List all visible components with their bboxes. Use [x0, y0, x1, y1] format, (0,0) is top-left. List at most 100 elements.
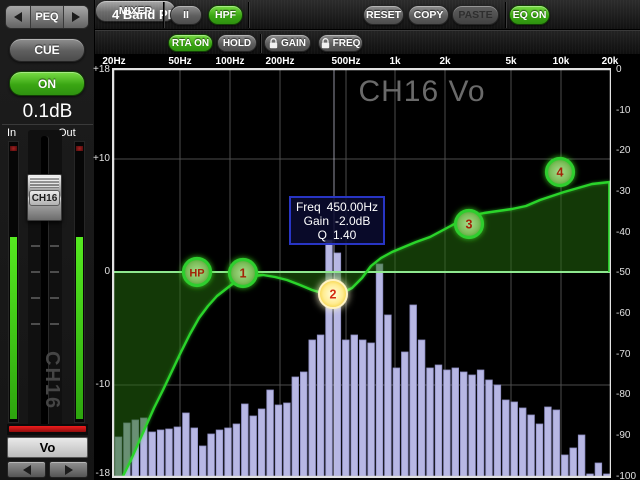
freq-axis-label: 100Hz	[215, 56, 245, 67]
freq-lock-label: FREQ	[332, 37, 361, 49]
band-parameter-popup: Freq 450.00Hz Gain -2.0dB Q 1.40	[289, 196, 385, 245]
fader-tick	[50, 245, 59, 247]
rta-bar	[502, 399, 510, 477]
gain-lock-button[interactable]: GAIN	[264, 34, 311, 52]
eq-band-marker-1[interactable]	[227, 257, 259, 289]
popup-q-row: Q 1.40	[291, 228, 383, 242]
db-right-label: -50	[616, 267, 631, 278]
fader-slot	[41, 136, 48, 426]
db-right-label: -80	[616, 389, 631, 400]
eq-band-marker-label: 1	[240, 267, 247, 281]
channel-next-button[interactable]	[49, 461, 88, 478]
rta-on-button[interactable]: RTA ON	[168, 34, 213, 52]
separator	[505, 2, 507, 28]
eq-band-marker-HP[interactable]	[181, 256, 213, 288]
ii-button[interactable]: II	[170, 5, 202, 25]
rta-bar	[569, 447, 577, 477]
rta-bar	[190, 427, 198, 477]
rta-bar	[468, 374, 476, 477]
fader-cap[interactable]: CH16	[27, 174, 62, 221]
channel-name: Vo	[7, 437, 88, 458]
copy-button[interactable]: COPY	[408, 5, 449, 25]
freq-axis-label: 1k	[389, 56, 401, 67]
rta-bar	[274, 404, 283, 477]
rta-bar	[527, 414, 535, 477]
divider	[2, 124, 93, 125]
rta-bar	[594, 462, 603, 477]
clip-led	[76, 146, 83, 151]
popup-gain-label: Gain	[303, 213, 329, 228]
reset-button[interactable]: RESET	[363, 5, 404, 25]
rta-bar	[434, 364, 443, 477]
freq-lock-button[interactable]: FREQ	[318, 34, 363, 52]
rta-bar	[577, 434, 586, 477]
rta-bar	[283, 402, 291, 477]
rta-bar	[443, 369, 451, 477]
rta-bar	[409, 304, 417, 477]
eq-plot[interactable]: CH16 Vo HP 1 2 3 4	[112, 68, 611, 478]
channel-color-strip	[9, 426, 86, 432]
eq-band-marker-3[interactable]	[453, 208, 485, 240]
peq-nav-label: PEQ	[30, 6, 64, 28]
cue-button[interactable]: CUE	[9, 38, 85, 62]
on-button[interactable]: ON	[9, 71, 85, 96]
clip-led	[10, 146, 17, 151]
freq-axis-label: 200Hz	[265, 56, 295, 67]
rta-bar	[586, 473, 594, 477]
separator	[248, 2, 250, 28]
eq-on-button[interactable]: EQ ON	[509, 5, 550, 25]
rta-bar	[207, 433, 215, 477]
peq-prev-button[interactable]	[6, 6, 30, 28]
db-left-label: -18	[95, 468, 110, 479]
output-meter-level	[76, 237, 83, 419]
fader-track: CH16	[27, 130, 62, 432]
meter-in-label: In	[7, 127, 17, 139]
fader-tick	[31, 323, 40, 325]
db-left-label: 0	[104, 266, 110, 277]
hpf-button[interactable]: HPF	[208, 5, 243, 25]
right-arrow-icon	[64, 464, 73, 475]
rta-bar	[224, 427, 232, 477]
freq-axis-label: 20k	[601, 56, 619, 67]
rta-bar	[266, 389, 274, 477]
hold-button[interactable]: HOLD	[217, 34, 257, 52]
db-right-label: -100	[616, 471, 637, 480]
popup-freq-label: Freq	[295, 199, 321, 214]
popup-freq-value: 450.00Hz	[326, 199, 379, 214]
lock-icon	[321, 37, 329, 48]
lock-icon	[269, 37, 278, 48]
db-right-label: -70	[616, 349, 631, 360]
rta-bar	[299, 371, 308, 477]
rta-bar	[375, 263, 384, 477]
rta-bar	[426, 367, 434, 477]
channel-prev-button[interactable]	[7, 461, 46, 478]
popup-q-label: Q	[317, 227, 327, 242]
popup-gain-row: Gain -2.0dB	[291, 214, 383, 228]
input-meter-level	[10, 237, 17, 419]
rta-bar	[544, 406, 552, 477]
rta-bar	[401, 351, 409, 477]
rta-bar	[485, 379, 493, 477]
peq-nav: PEQ	[5, 5, 89, 29]
freq-axis-label: 500Hz	[331, 56, 361, 67]
peq-next-button[interactable]	[64, 6, 88, 28]
input-meter	[8, 141, 19, 423]
paste-button[interactable]: PASTE	[452, 5, 499, 25]
rta-bar	[148, 431, 156, 477]
eq-band-marker-2[interactable]	[318, 279, 348, 309]
rta-bar	[215, 429, 224, 477]
fader-tick	[31, 271, 40, 273]
rta-bar	[350, 334, 358, 477]
rta-toolbar: RTA ON HOLD GAIN FREQ	[95, 30, 640, 55]
top-toolbar: 4 Band PEQ II HPF RESET COPY PASTE EQ ON…	[95, 0, 640, 30]
rta-bar	[510, 401, 518, 477]
rta-bar	[535, 423, 544, 477]
db-right-label: -60	[616, 308, 631, 319]
popup-freq-row: Freq 450.00Hz	[291, 200, 383, 214]
eq-band-marker-4[interactable]	[544, 156, 576, 188]
rta-bar	[552, 409, 560, 477]
eq-band-marker-label: 2	[330, 288, 337, 302]
rta-bar	[257, 408, 266, 477]
rta-bar	[198, 445, 207, 477]
